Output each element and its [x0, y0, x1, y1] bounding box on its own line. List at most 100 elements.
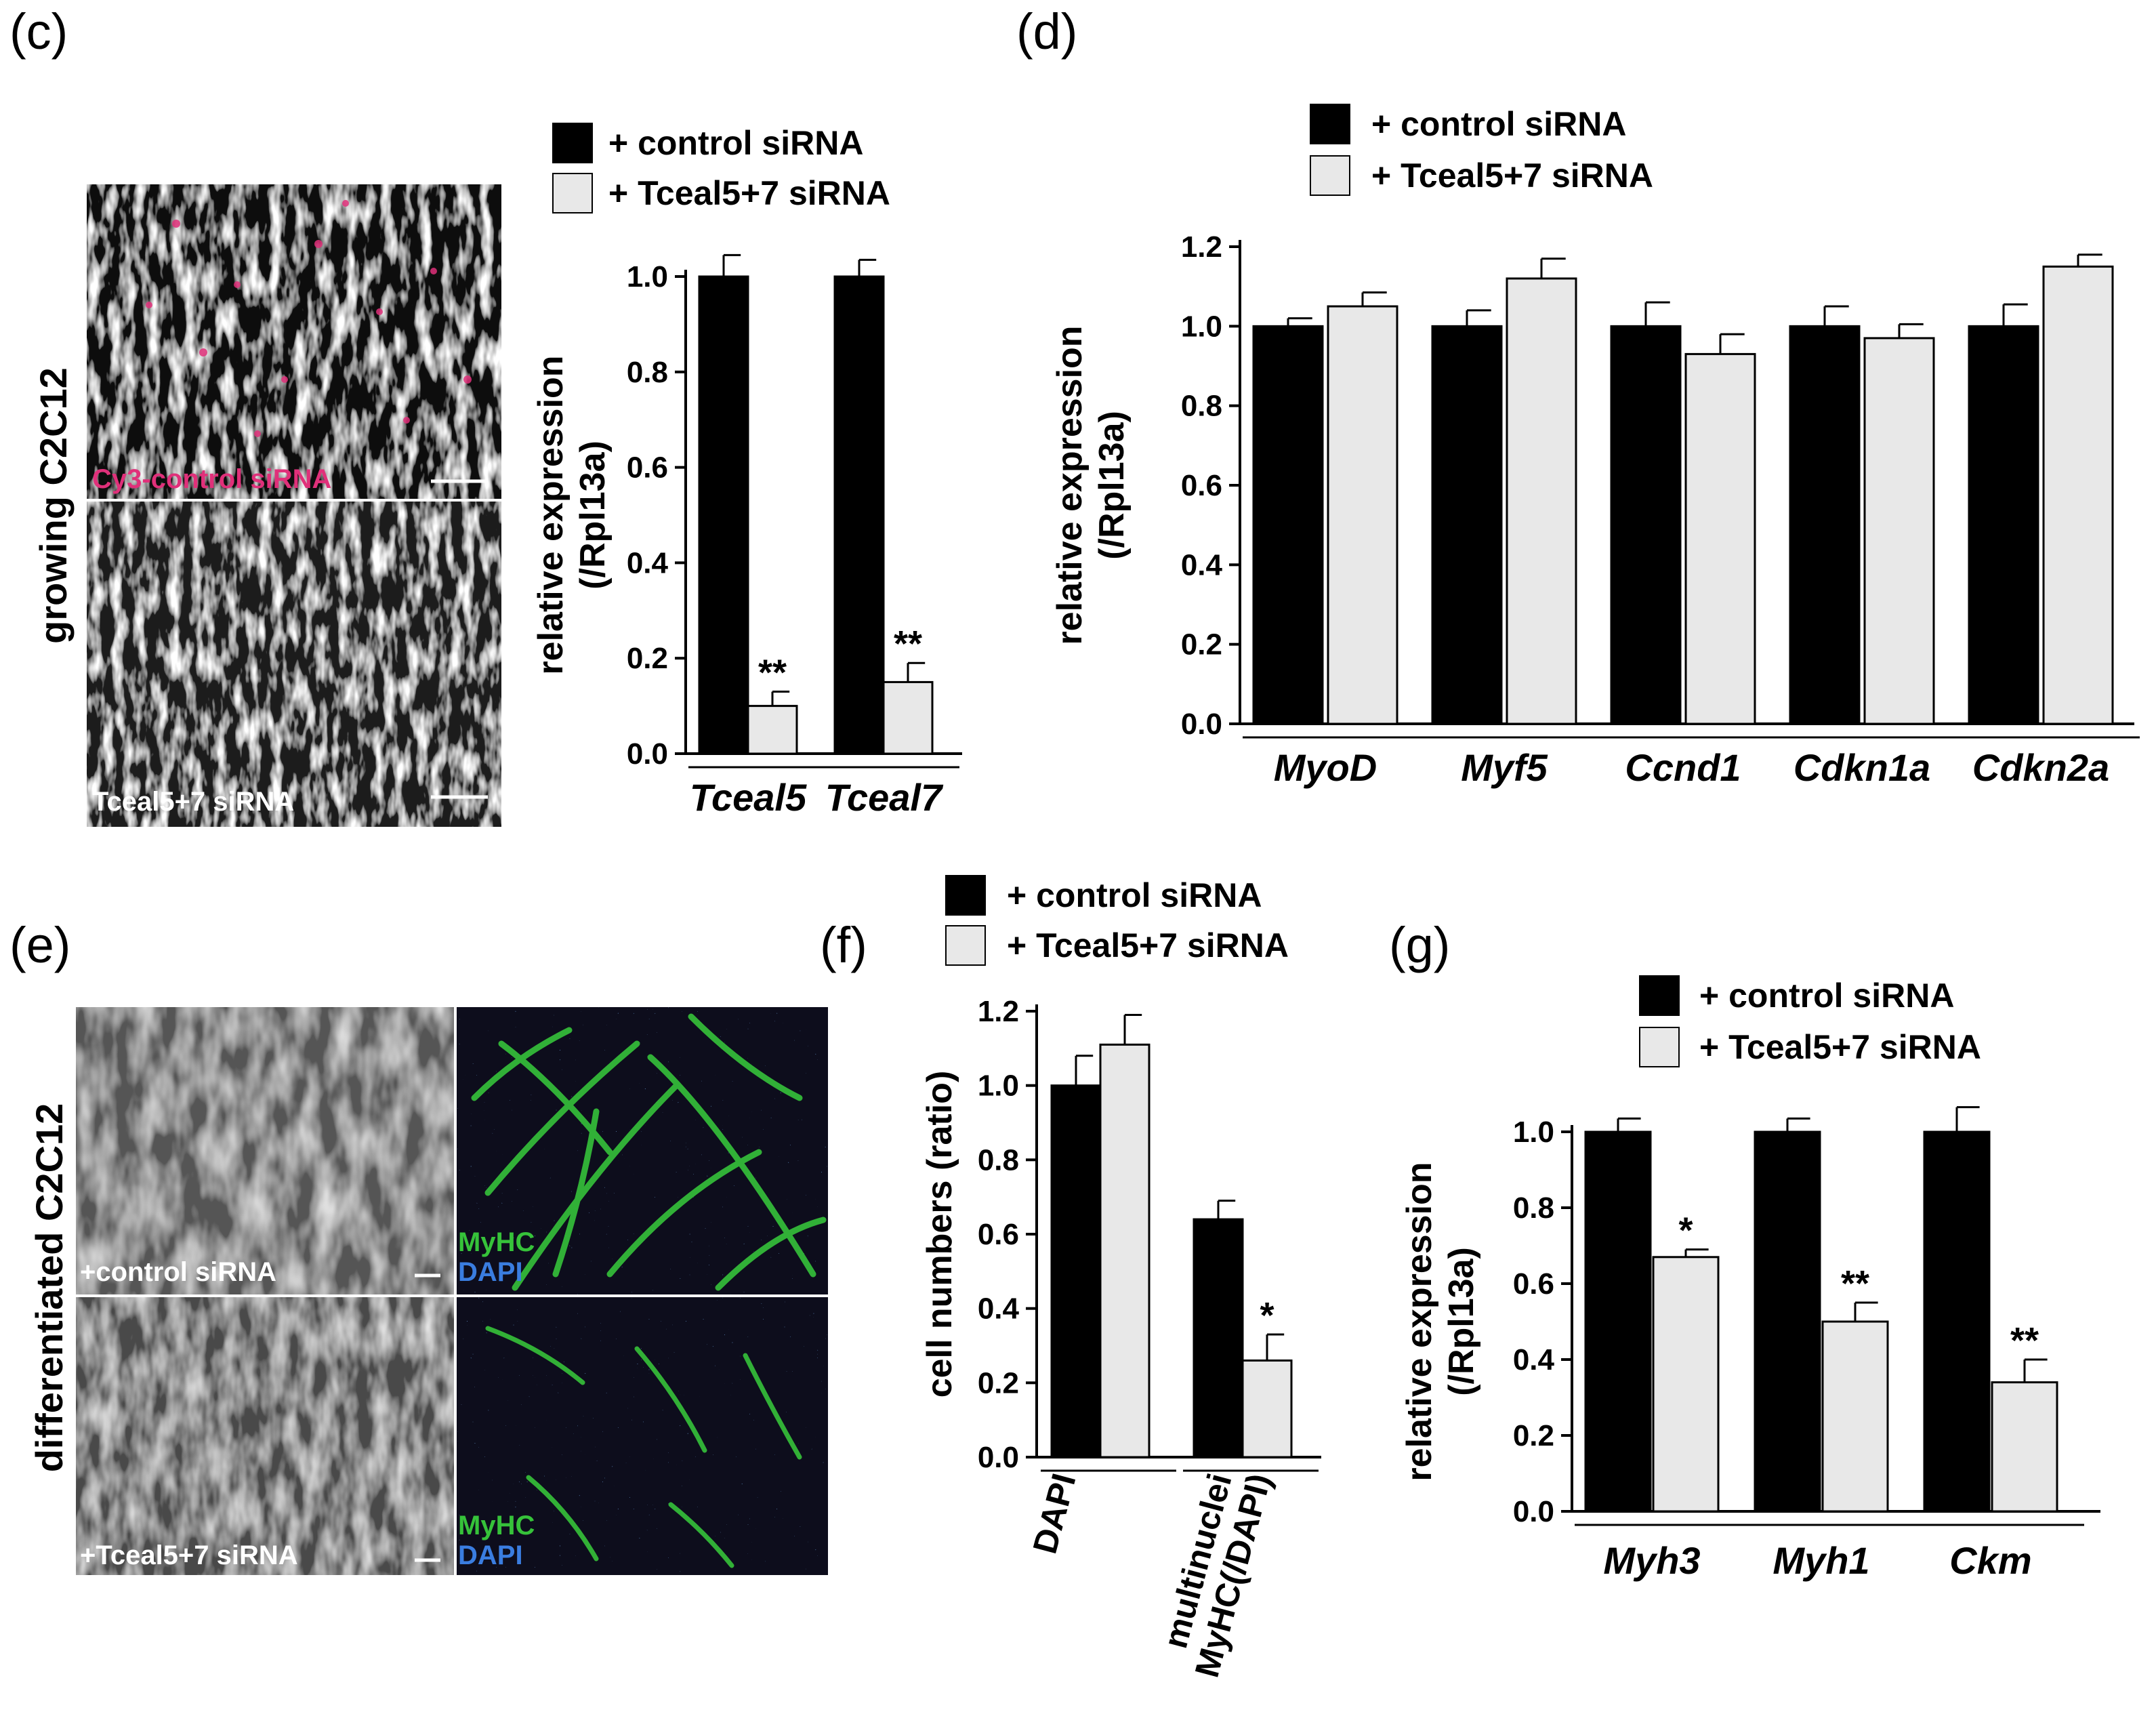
significance-label: ** [1841, 1263, 1869, 1304]
y-axis-label: relative expression [1050, 325, 1090, 645]
micrograph-phase-tceal [76, 1297, 454, 1575]
category-label: Myf5 [1461, 746, 1548, 789]
y-tick-label: 0.8 [1513, 1191, 1554, 1225]
label-myhc: MyHC [458, 1227, 535, 1257]
y-axis-label: (/Rpl13a) [1442, 1247, 1481, 1396]
label-dapi: DAPI [458, 1257, 523, 1287]
y-tick-label: 0.8 [1181, 390, 1222, 423]
legend-label-tceal: + Tceal5+7 siRNA [1371, 157, 1653, 195]
panel-label-e: (e) [9, 917, 70, 973]
bar [1327, 305, 1398, 725]
bar [1923, 1130, 1991, 1513]
bar [1431, 325, 1503, 725]
panel-label-d: (d) [1016, 3, 1077, 60]
legend-f: + control siRNA + Tceal5+7 siRNA [945, 875, 1289, 966]
significance-label: * [1678, 1210, 1693, 1251]
significance-label: * [1260, 1295, 1274, 1336]
bar [1991, 1381, 2058, 1513]
chart-g: 0.0 0.2 0.4 0.6 0.8 1.0 relative expression (/R… [1400, 1106, 2100, 1582]
label-cy3-control-sirna: Cy3-control siRNA [92, 464, 331, 494]
y-tick-label: 1.0 [627, 260, 668, 293]
legend-swatch-control [552, 123, 593, 163]
bar [1754, 1130, 1821, 1513]
y-axis-label: relative expression [531, 355, 571, 674]
myhc-fibers-control [471, 1013, 827, 1291]
legend-d: + control siRNA + Tceal5+7 siRNA [1310, 104, 1653, 196]
category-label: Ccnd1 [1625, 746, 1741, 789]
bar [1584, 1130, 1652, 1513]
legend-label-tceal: + Tceal5+7 siRNA [1007, 926, 1289, 964]
legend-g: + control siRNA + Tceal5+7 siRNA [1639, 975, 1981, 1067]
legend-label-control: + control siRNA [608, 124, 863, 162]
significance-label: ** [2010, 1320, 2039, 1361]
label-dapi: DAPI [458, 1540, 523, 1570]
y-tick-label: 0.6 [627, 451, 668, 485]
micrograph-phase-control [76, 1007, 454, 1294]
bar [1252, 325, 1324, 725]
y-tick-label: 0.0 [627, 737, 668, 771]
y-axis-label: cell numbers (ratio) [920, 1071, 959, 1398]
legend-swatch-tceal [945, 925, 986, 966]
category-label: Cdkn1a [1794, 746, 1930, 789]
significance-label: ** [758, 652, 787, 693]
y-tick-label: 0.0 [1181, 708, 1222, 741]
legend-swatch-tceal [1639, 1027, 1680, 1067]
legend-label-tceal: + Tceal5+7 siRNA [1699, 1028, 1981, 1066]
panel-e-micrographs: +control siRNA +Tceal5+7 siRNA MyHC DAPI… [28, 1007, 828, 1575]
significance-label: ** [894, 624, 922, 664]
y-tick-label: 0.8 [978, 1143, 1019, 1177]
y-tick-label: 0.2 [978, 1366, 1019, 1400]
y-tick-label: 0.4 [627, 546, 669, 579]
y-tick-label: 0.0 [1513, 1495, 1554, 1528]
category-label: Tceal7 [825, 776, 944, 819]
bar [1610, 325, 1682, 725]
bar [1968, 325, 2039, 725]
y-tick-label: 0.4 [1513, 1343, 1555, 1376]
label-tceal-sirna-e: +Tceal5+7 siRNA [80, 1540, 298, 1570]
y-tick-label: 0.4 [978, 1292, 1020, 1326]
y-axis-label: (/Rpl13a) [573, 441, 613, 590]
y-axis-label: relative expression [1400, 1162, 1439, 1481]
chart-f: 0.0 0.2 0.4 0.6 0.8 1.0 1.2 cell numbers (ratio… [920, 995, 1321, 1681]
bar [1863, 337, 1935, 725]
legend-swatch-tceal [552, 173, 593, 213]
bar [1652, 1256, 1720, 1513]
micrograph-tceal-sirna [87, 502, 501, 827]
y-tick-label: 0.6 [978, 1218, 1019, 1251]
bar [698, 275, 749, 755]
bar [1789, 325, 1861, 725]
legend-label-control: + control siRNA [1007, 876, 1262, 914]
label-control-sirna: +control siRNA [80, 1257, 276, 1287]
y-tick-label: 0.6 [1513, 1267, 1554, 1301]
panel-c-micrographs: Cy3-control siRNA Tceal5+7 siRNA growing… [32, 184, 501, 827]
category-label: DAPI [1026, 1469, 1083, 1557]
label-tceal-sirna: Tceal5+7 siRNA [92, 787, 294, 817]
category-label: MyoD [1274, 746, 1377, 789]
bar [2042, 265, 2114, 725]
y-tick-label: 0.4 [1181, 548, 1223, 581]
side-label-differentiated: differentiated C2C12 [28, 1103, 70, 1473]
y-tick-label: 1.2 [978, 995, 1019, 1028]
bar [882, 680, 934, 755]
legend-c: + control siRNA + Tceal5+7 siRNA [552, 123, 890, 213]
cy3-signal-dots [146, 200, 472, 437]
myhc-fibers-tceal [485, 1326, 802, 1568]
panel-label-c: (c) [9, 3, 68, 60]
legend-swatch-control [945, 875, 986, 916]
panel-label-g: (g) [1389, 917, 1450, 973]
panel-label-f: (f) [820, 917, 867, 973]
chart-d: 0.0 0.2 0.4 0.6 0.8 1.0 1.2 relative expression… [1050, 230, 2140, 789]
y-tick-label: 0.8 [627, 356, 668, 389]
y-tick-label: 0.6 [1181, 469, 1222, 502]
bar [747, 705, 798, 755]
bar [1193, 1218, 1244, 1458]
bar [1050, 1084, 1102, 1458]
y-axis-label: (/Rpl13a) [1092, 411, 1132, 560]
label-myhc: MyHC [458, 1511, 535, 1540]
y-tick-label: 0.2 [1181, 628, 1222, 661]
bar [1506, 277, 1577, 725]
y-tick-label: 1.2 [1181, 230, 1222, 264]
y-tick-label: 1.0 [978, 1069, 1019, 1103]
category-label: Myh3 [1603, 1539, 1700, 1582]
